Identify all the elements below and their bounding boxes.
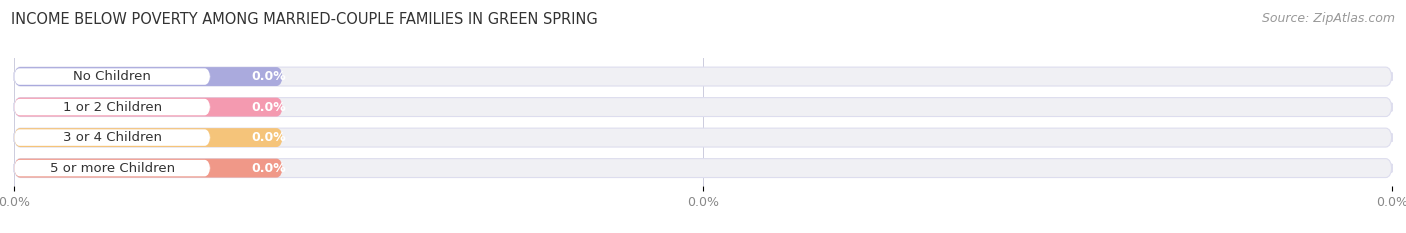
FancyBboxPatch shape xyxy=(14,98,283,116)
FancyBboxPatch shape xyxy=(14,98,1392,116)
FancyBboxPatch shape xyxy=(14,128,1392,147)
FancyBboxPatch shape xyxy=(14,99,211,115)
Text: Source: ZipAtlas.com: Source: ZipAtlas.com xyxy=(1261,12,1395,25)
FancyBboxPatch shape xyxy=(14,159,283,178)
FancyBboxPatch shape xyxy=(14,67,283,86)
Text: 0.0%: 0.0% xyxy=(252,162,287,175)
FancyBboxPatch shape xyxy=(14,129,211,146)
Text: 5 or more Children: 5 or more Children xyxy=(49,162,174,175)
Text: 0.0%: 0.0% xyxy=(252,70,287,83)
FancyBboxPatch shape xyxy=(14,128,283,147)
Text: 1 or 2 Children: 1 or 2 Children xyxy=(63,101,162,113)
Text: No Children: No Children xyxy=(73,70,150,83)
FancyBboxPatch shape xyxy=(14,67,1392,86)
Text: 3 or 4 Children: 3 or 4 Children xyxy=(63,131,162,144)
FancyBboxPatch shape xyxy=(14,68,211,85)
FancyBboxPatch shape xyxy=(14,160,211,176)
Text: INCOME BELOW POVERTY AMONG MARRIED-COUPLE FAMILIES IN GREEN SPRING: INCOME BELOW POVERTY AMONG MARRIED-COUPL… xyxy=(11,12,598,27)
Text: 0.0%: 0.0% xyxy=(252,101,287,113)
Text: 0.0%: 0.0% xyxy=(252,131,287,144)
FancyBboxPatch shape xyxy=(14,159,1392,178)
